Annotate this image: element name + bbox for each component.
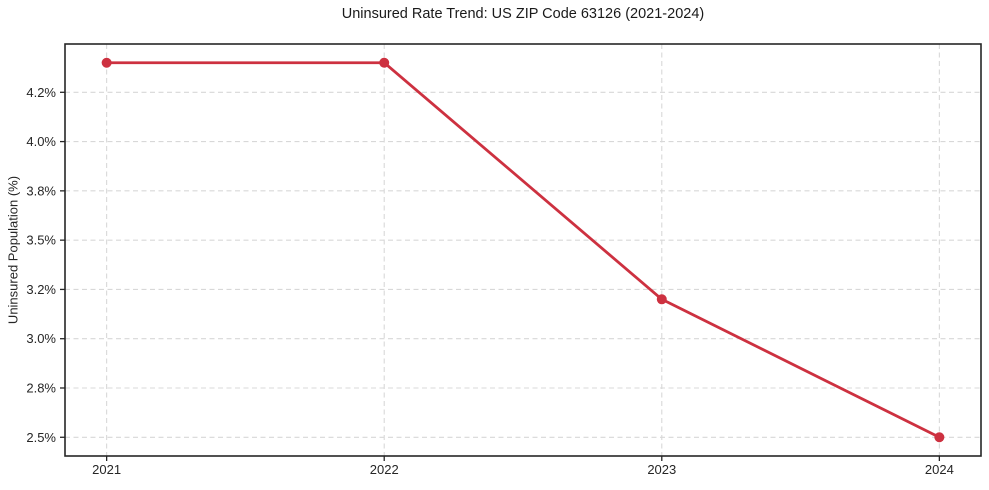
- y-tick-label: 2.5%: [26, 430, 56, 445]
- trend-line: [106, 61, 940, 439]
- y-tick-label: 4.0%: [26, 134, 56, 149]
- y-tick-label: 3.0%: [26, 331, 56, 346]
- chart-title: Uninsured Rate Trend: US ZIP Code 63126 …: [341, 6, 705, 22]
- data-point-2023: [656, 294, 667, 305]
- data-point-2022: [379, 57, 390, 68]
- x-tick-label: 2024: [925, 462, 954, 477]
- y-tick-label: 3.5%: [26, 233, 56, 248]
- plot-border: [64, 43, 982, 457]
- x-tick-label: 2022: [370, 462, 399, 477]
- data-point-2021: [101, 57, 112, 68]
- y-tick-label: 2.8%: [26, 380, 56, 395]
- x-tick-label: 2021: [92, 462, 121, 477]
- y-tick-label: 4.2%: [26, 85, 56, 100]
- x-tick-label: 2023: [647, 462, 676, 477]
- y-tick-label: 3.8%: [26, 183, 56, 198]
- data-point-2024: [934, 432, 945, 443]
- y-tick-label: 3.2%: [26, 282, 56, 297]
